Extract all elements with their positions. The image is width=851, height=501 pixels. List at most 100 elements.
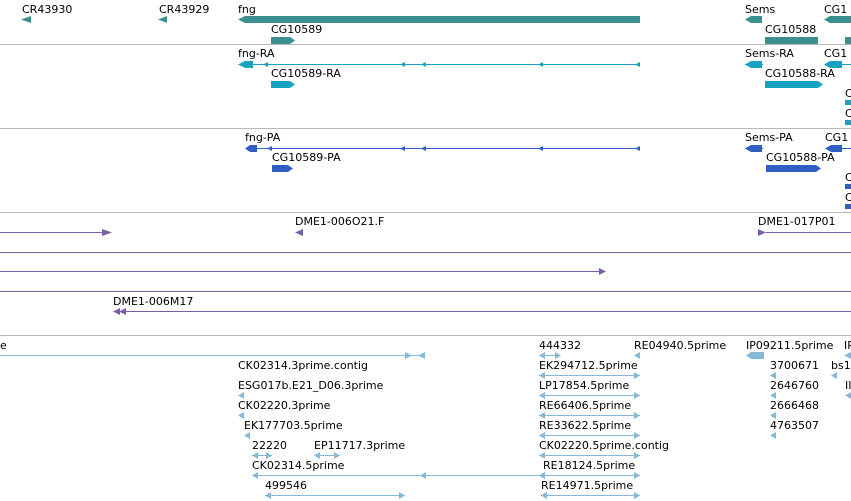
cdna-22220[interactable] — [252, 452, 272, 459]
cdna-3700671[interactable] — [770, 372, 776, 379]
cdna-label-lp17854: LP17854.5prime — [539, 379, 630, 392]
est-label-dme1-017p01: DME1-017P01 — [758, 215, 836, 228]
protein-partial-2[interactable] — [845, 204, 851, 209]
gene-sems[interactable] — [745, 16, 762, 23]
cdna-2666468[interactable] — [770, 412, 776, 419]
protein-cg10589-pa[interactable] — [272, 165, 293, 172]
cdna-label-re33622: RE33622.5prime — [539, 419, 631, 432]
transcript-partial-1[interactable] — [845, 100, 851, 105]
cdna-re33622[interactable] — [539, 432, 640, 439]
transcript-label-cg10589-ra: CG10589-RA — [271, 67, 341, 80]
protein-partial-1[interactable] — [845, 184, 851, 189]
cdna-label-ck02220-5prime: CK02220.5prime.contig — [539, 439, 669, 452]
cdna-ck02220-3prime[interactable] — [244, 432, 250, 439]
cdna-feature-long-left[interactable] — [0, 352, 425, 359]
cdna-lp17854[interactable] — [539, 392, 640, 399]
cdna-label-esg017b: ESG017b.E21_D06.3prime — [238, 379, 384, 392]
cdna-444332[interactable] — [539, 352, 561, 359]
transcript-cg10588-ra[interactable] — [765, 81, 823, 88]
protein-track: fng-PA CG10589-PA Sems-PA CG10588-PA CG1 — [245, 131, 851, 209]
cdna-re04940[interactable] — [634, 352, 640, 359]
est-track: DME1-006O21.F DME1-017P01 DME1-006M17 — [0, 215, 851, 315]
cdna-label-ii-edge: II — [845, 379, 851, 392]
transcript-fng-ra[interactable] — [238, 61, 640, 68]
protein-cg1-edge[interactable] — [825, 145, 842, 152]
cdna-re66406[interactable] — [539, 412, 640, 419]
cdna-499546[interactable] — [265, 492, 405, 499]
est-feature-1[interactable] — [0, 229, 112, 236]
cdna-label-2646760: 2646760 — [770, 379, 819, 392]
cdna-ip-edge[interactable] — [844, 352, 851, 359]
cdna-ek294712[interactable] — [539, 372, 640, 379]
cdna-re14971[interactable] — [541, 492, 640, 499]
cdna-ck02314-3prime[interactable] — [238, 392, 244, 399]
cdna-ip09211[interactable] — [746, 352, 764, 359]
est-dme1-006o21[interactable] — [295, 229, 303, 236]
protein-label-c2: C — [845, 191, 851, 204]
transcript-cg1-edge[interactable] — [824, 61, 842, 68]
est-feature-3[interactable] — [0, 268, 606, 275]
transcript-label-c1: C — [845, 87, 851, 100]
transcript-label-fng-ra: fng-RA — [238, 47, 275, 60]
gene-cg10589[interactable] — [271, 37, 295, 44]
gene-track: CR43930 CR43929 fng CG10589 Sems CG10588… — [21, 3, 851, 44]
protein-label-cg1-edge: CG1 — [825, 131, 848, 144]
protein-label-c1: C — [845, 171, 851, 184]
gene-label-cr43929: CR43929 — [159, 3, 209, 16]
transcript-partial-2[interactable] — [845, 120, 851, 125]
protein-label-fng-pa: fng-PA — [245, 131, 281, 144]
gene-partial-edge[interactable] — [845, 37, 851, 44]
protein-fng-pa[interactable] — [245, 145, 640, 152]
transcript-sems-ra[interactable] — [745, 61, 763, 68]
cdna-label-ck02314-3prime: CK02314.3prime.contig — [238, 359, 368, 372]
transcript-track: fng-RA CG10589-RA Sems-RA CG10588-RA CG1 — [238, 47, 851, 125]
est-label-dme1-006o21: DME1-006O21.F — [295, 215, 384, 228]
cdna-label-4763507: 4763507 — [770, 419, 819, 432]
protein-label-sems-pa: Sems-PA — [745, 131, 793, 144]
est-dme1-017p01[interactable] — [758, 229, 851, 236]
cdna-label-ek294712: EK294712.5prime — [539, 359, 638, 372]
cdna-label-ck02220-3prime: CK02220.3prime — [238, 399, 331, 412]
transcript-cg10589-ra[interactable] — [271, 81, 295, 88]
cdna-ck02220-5prime[interactable] — [539, 452, 640, 459]
gene-cg10588[interactable] — [765, 37, 818, 44]
cdna-label-ep11717: EP11717.3prime — [314, 439, 405, 452]
gene-label-cg1-edge: CG1 — [824, 3, 847, 16]
protein-cg10588-pa[interactable] — [766, 165, 821, 172]
cdna-2646760[interactable] — [770, 392, 776, 399]
cdna-track: e 444332 RE04940.5prime IP09211.5prime I… — [0, 339, 851, 499]
cdna-ck02314-5prime[interactable] — [252, 472, 640, 479]
transcript-label-cg1-edge: CG1 — [824, 47, 847, 60]
cdna-bs1[interactable] — [831, 372, 837, 379]
cdna-label-re18124: RE18124.5prime — [543, 459, 635, 472]
est-dme1-006m17[interactable] — [113, 308, 851, 315]
transcript-label-cg10588-ra: CG10588-RA — [765, 67, 835, 80]
cdna-label-2666468: 2666468 — [770, 399, 819, 412]
cdna-label-22220: 22220 — [252, 439, 287, 452]
cdna-label-ip-edge: IP — [844, 339, 851, 352]
cdna-label-re14971: RE14971.5prime — [541, 479, 633, 492]
cdna-4763507[interactable] — [770, 432, 776, 439]
gene-label-cg10589: CG10589 — [271, 23, 322, 36]
cdna-label-444332: 444332 — [539, 339, 581, 352]
gene-cr43929[interactable] — [158, 16, 167, 23]
protein-sems-pa[interactable] — [745, 145, 763, 152]
gene-label-cg10588: CG10588 — [765, 23, 816, 36]
cdna-esg017b[interactable] — [238, 412, 244, 419]
cdna-label-e: e — [0, 339, 7, 352]
cdna-label-499546: 499546 — [265, 479, 307, 492]
gene-fng[interactable] — [238, 16, 640, 23]
transcript-label-c2: C — [845, 107, 851, 120]
gene-cg1-edge[interactable] — [824, 16, 851, 23]
gene-cr43930[interactable] — [21, 16, 31, 23]
cdna-ii-edge[interactable] — [845, 392, 851, 399]
cdna-label-ck02314-5prime: CK02314.5prime — [252, 459, 345, 472]
est-label-dme1-006m17: DME1-006M17 — [113, 295, 193, 308]
gene-label-cr43930: CR43930 — [22, 3, 72, 16]
protein-label-cg10589-pa: CG10589-PA — [272, 151, 341, 164]
cdna-label-ek177703: EK177703.5prime — [244, 419, 343, 432]
cdna-ep11717[interactable] — [314, 452, 340, 459]
cdna-label-bs1: bs1 — [831, 359, 851, 372]
gene-label-fng: fng — [238, 3, 256, 16]
